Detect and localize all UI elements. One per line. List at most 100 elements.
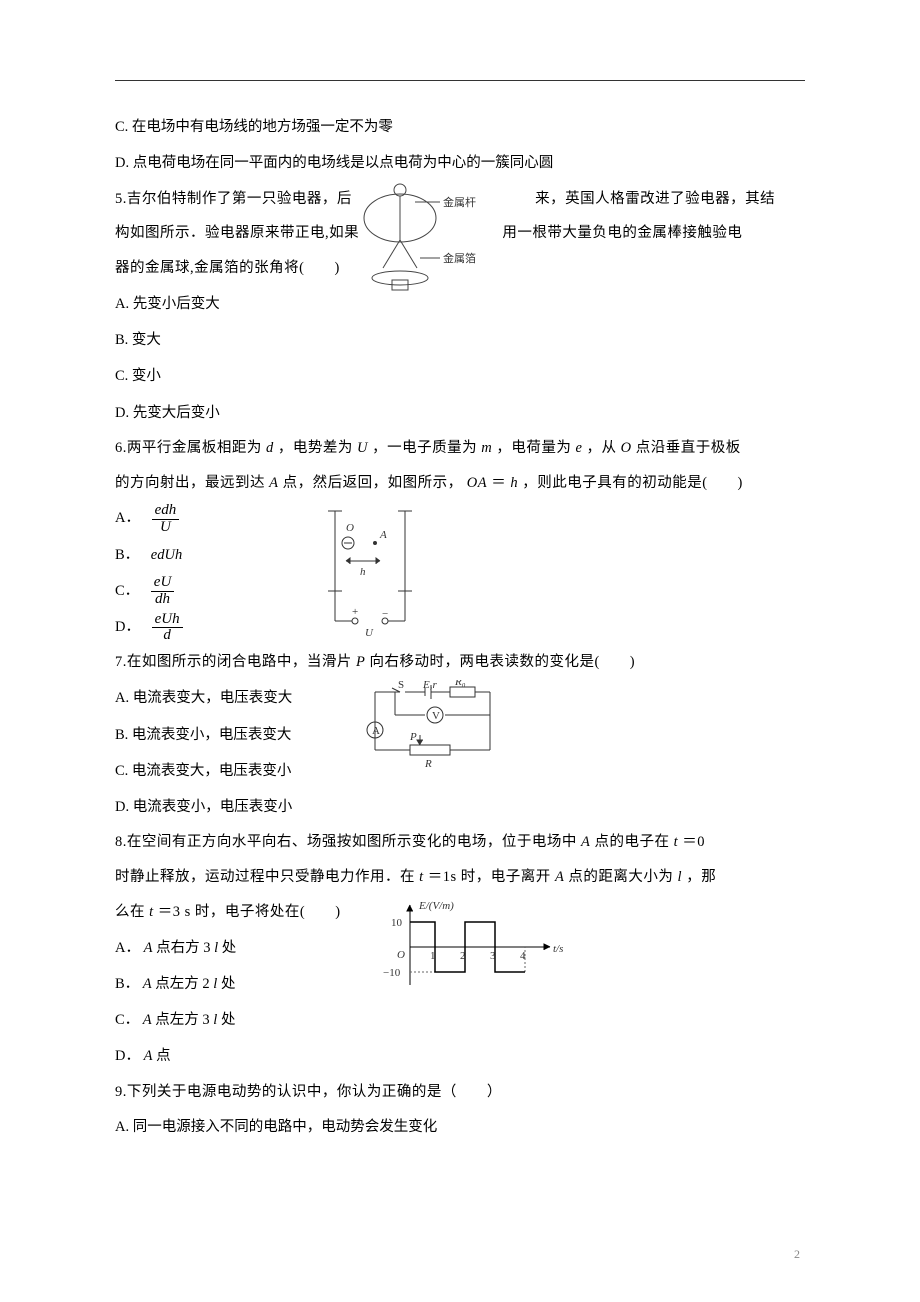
q7-fig-V: V	[432, 710, 440, 722]
q6-d-den: d	[152, 627, 183, 644]
q8-a-a: A	[144, 940, 153, 956]
q6-O: O	[621, 440, 632, 456]
q9-line1: 9.下列关于电源电动势的认识中，你认为正确的是（ ）	[115, 1075, 805, 1110]
q7-fig-R0: R₀	[454, 680, 466, 688]
q8-a-c: l	[214, 940, 218, 956]
q6-fig-plus: +	[352, 606, 358, 618]
q4-opt-d: D. 点电荷电场在同一平面内的电场线是以点电荷为中心的一簇同心圆	[115, 145, 805, 181]
q7-fig-P: P	[409, 731, 417, 743]
q6-e: e	[575, 440, 582, 456]
q6-l1a: 6.两平行金属板相距为	[115, 440, 266, 456]
q8-a-b: 点右方 3	[156, 940, 210, 956]
q6-l1f: 点沿垂直于极板	[636, 440, 741, 456]
q7-l1b: 向右移动时，两电表读数的变化是( )	[369, 654, 635, 670]
q6-a-num: edh	[152, 503, 180, 519]
q6-m: m	[481, 440, 492, 456]
q8-a-d: 处	[222, 940, 237, 956]
q7-fig-Er: E,r	[422, 680, 437, 691]
q8-t3: t	[149, 904, 154, 920]
q6-d-num: eUh	[152, 612, 183, 628]
q6: 6.两平行金属板相距为 d ，电势差为 U ，一电子质量为 m ，电荷量为 e …	[115, 431, 805, 646]
q6-fig-minus: −	[382, 608, 388, 620]
q6-l1d: ，电荷量为	[496, 440, 575, 456]
q8-b-c: l	[213, 976, 217, 992]
q5-seg1: 5.吉尔伯特制作了第一只验电器，后	[115, 191, 352, 207]
q8-l2d: ，那	[686, 869, 716, 885]
q7-opt-d: D. 电流表变小，电压表变小	[115, 789, 805, 825]
q5: 金属杆 金属箔 5.吉尔伯特制作了第一只验电器，后 来，英国人格雷改进了验电器，…	[115, 182, 805, 431]
q7: 7.在如图所示的闭合电路中，当滑片 P 向右移动时，两电表读数的变化是( )	[115, 645, 805, 825]
q6-eq: ＝	[491, 475, 506, 491]
q8-x3: 3	[490, 950, 496, 962]
q6-A: A	[269, 475, 278, 491]
q8-opt-d: D． A 点	[115, 1038, 805, 1074]
q5-seg1b: 来，英国人格雷改进了验电器，其结	[535, 191, 775, 207]
q9: 9.下列关于电源电动势的认识中，你认为正确的是（ ） A. 同一电源接入不同的电…	[115, 1075, 805, 1146]
q6-opt-a: A． edh U	[115, 500, 805, 536]
q8-l3b: ＝3 s 时，电子将处在( )	[158, 904, 341, 920]
q7-P: P	[356, 654, 365, 670]
q8-y10: 10	[391, 917, 403, 929]
q8-b-a: A	[143, 976, 152, 992]
q6-c-num: eU	[151, 575, 175, 591]
q8-l2b: ＝1s 时，电子离开	[428, 869, 555, 885]
q6-h: h	[510, 475, 518, 491]
q5-opt-c: C. 变小	[115, 358, 805, 394]
q8-ylabel: E/(V/m)	[418, 900, 454, 912]
q6-opt-d: D． eUh d	[115, 609, 805, 645]
q6-l2b: 点，然后返回，如图所示，	[283, 475, 463, 491]
q6-a-den: U	[152, 519, 180, 536]
q5-opt-d: D. 先变大后变小	[115, 395, 805, 431]
q6-a-pre: A．	[115, 510, 140, 526]
q8-c-c: l	[213, 1012, 217, 1028]
q6-c-pre: C．	[115, 583, 139, 599]
q6-opt-c: C． eU dh	[115, 573, 805, 609]
q8-ym10: −10	[383, 967, 401, 979]
q5-opt-b: B. 变大	[115, 322, 805, 358]
top-rule	[115, 80, 805, 81]
q8-a-pre: A．	[115, 940, 140, 956]
q8-figure: E/(V/m) t/s 10 −10 O 1 2 3 4	[375, 897, 570, 1002]
q8-line2: 时静止释放，运动过程中只受静电力作用．在 t ＝1s 时，电子离开 A 点的距离…	[115, 860, 805, 895]
q8-t1: t	[674, 834, 679, 850]
q6-l1b: ，电势差为	[278, 440, 357, 456]
q8-l2a: 时静止释放，运动过程中只受静电力作用．在	[115, 869, 419, 885]
q6-figure: O A h + − U	[310, 501, 450, 656]
q8-x1: 1	[430, 950, 436, 962]
q8-l1c: ＝0	[682, 834, 705, 850]
q8-A1: A	[581, 834, 590, 850]
q5-seg2: 构如图所示．验电器原来带正电,如果	[115, 225, 359, 241]
q6-l2a: 的方向射出，最远到达	[115, 475, 269, 491]
q6-c-den: dh	[151, 591, 175, 608]
q9-opt-a: A. 同一电源接入不同的电路中，电动势会发生变化	[115, 1109, 805, 1145]
q4-opt-c: C. 在电场中有电场线的地方场强一定不为零	[115, 109, 805, 145]
q8-line1: 8.在空间有正方向水平向右、场强按如图所示变化的电场，位于电场中 A 点的电子在…	[115, 825, 805, 860]
q6-line2: 的方向射出，最远到达 A 点，然后返回，如图所示， OA ＝ h ，则此电子具有…	[115, 466, 805, 501]
q8-c-a: A	[143, 1012, 152, 1028]
q6-d-pre: D．	[115, 619, 140, 635]
q6-d: d	[266, 440, 274, 456]
q8-xlabel: t/s	[553, 943, 563, 955]
q8-b-b: 点左方 2	[155, 976, 209, 992]
q8-d-a: A	[144, 1048, 153, 1064]
q6-l2c: ，则此电子具有的初动能是( )	[522, 475, 743, 491]
q6-U: U	[357, 440, 368, 456]
q6-fig-A: A	[379, 529, 387, 541]
q8-l1a: 8.在空间有正方向水平向右、场强按如图所示变化的电场，位于电场中	[115, 834, 581, 850]
q7-figure: S E,r R₀ V A P R	[360, 680, 510, 775]
q8-d-b: 点	[156, 1048, 171, 1064]
q6-a-frac: edh U	[152, 503, 180, 536]
q6-OA: OA	[467, 475, 487, 491]
q5-figure: 金属杆 金属箔	[345, 180, 515, 300]
q7-fig-A: A	[372, 725, 380, 737]
q6-l1c: ，一电子质量为	[372, 440, 481, 456]
q8-l1b: 点的电子在	[594, 834, 673, 850]
q6-line1: 6.两平行金属板相距为 d ，电势差为 U ，一电子质量为 m ，电荷量为 e …	[115, 431, 805, 466]
q5-fig-label1: 金属杆	[443, 195, 476, 209]
q6-fig-U: U	[365, 627, 374, 639]
q6-b-pre: B．	[115, 547, 139, 563]
q8-b-pre: B．	[115, 976, 139, 992]
q6-opt-b: B． edUh	[115, 537, 805, 573]
q8-x2: 2	[460, 950, 466, 962]
q7-fig-S: S	[398, 680, 404, 691]
